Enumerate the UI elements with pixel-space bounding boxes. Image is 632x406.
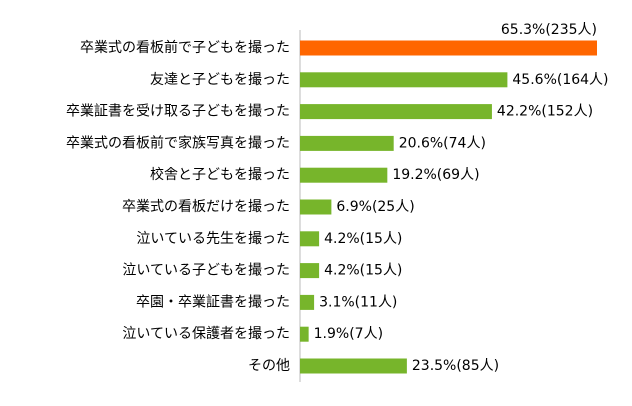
value-label: 23.5%(85人) (412, 358, 499, 374)
bar (300, 199, 332, 215)
value-label: 3.1%(11人) (319, 294, 397, 310)
category-label: 泣いている保護者を撮った (122, 325, 290, 342)
bar (300, 231, 320, 247)
value-label: 42.2%(152人) (497, 104, 593, 120)
bar (300, 72, 508, 88)
value-label: 6.9%(25人) (336, 199, 414, 215)
value-label: 1.9%(7人) (314, 326, 383, 342)
bar (300, 326, 309, 342)
value-label: 19.2%(69人) (392, 167, 479, 183)
category-label: 卒業式の看板前で子どもを撮った (80, 39, 290, 56)
category-label: 泣いている子どもを撮った (122, 262, 290, 279)
category-label: 卒園・卒業証書を撮った (136, 293, 290, 310)
value-label: 65.3%(235人) (501, 22, 597, 38)
value-label: 4.2%(15人) (324, 231, 402, 247)
bar (300, 263, 320, 279)
bar (300, 358, 407, 374)
category-label: 泣いている先生を撮った (136, 230, 290, 247)
category-label: 卒業証書を受け取る子どもを撮った (66, 103, 290, 120)
category-label: 卒業式の看板前で家族写真を撮った (66, 134, 290, 151)
bar (300, 104, 492, 120)
category-label: その他 (248, 358, 290, 374)
category-label: 友達と子どもを撮った (150, 71, 290, 88)
value-label: 45.6%(164人) (512, 72, 608, 88)
bar (300, 40, 597, 56)
category-label: 校舎と子どもを撮った (150, 166, 290, 183)
bar (300, 135, 394, 151)
category-label: 卒業式の看板だけを撮った (122, 198, 290, 215)
bar (300, 294, 315, 310)
value-label: 4.2%(15人) (324, 263, 402, 279)
bar (300, 167, 388, 183)
value-label: 20.6%(74人) (399, 135, 486, 151)
